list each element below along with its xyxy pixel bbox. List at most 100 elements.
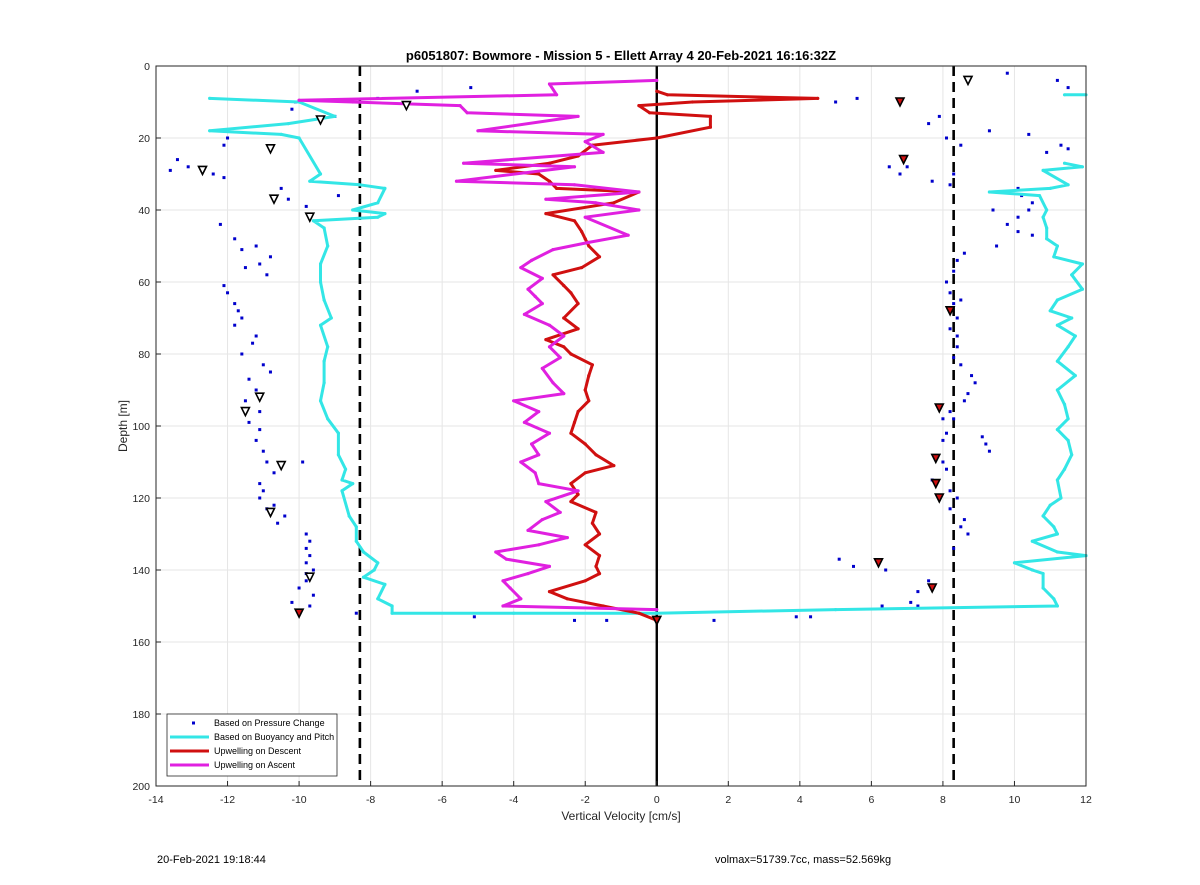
y-tick-label: 40 bbox=[138, 205, 150, 217]
pressure-point bbox=[952, 302, 956, 306]
series-line-point bbox=[637, 104, 641, 108]
pressure-point bbox=[948, 183, 952, 187]
pressure-point bbox=[247, 420, 251, 424]
pressure-point bbox=[286, 197, 290, 201]
pressure-point bbox=[354, 611, 358, 615]
x-tick-label: -2 bbox=[581, 794, 590, 806]
pressure-point bbox=[168, 168, 172, 172]
series-line-point bbox=[987, 190, 992, 194]
pressure-point bbox=[966, 532, 970, 536]
series-line-point bbox=[590, 521, 594, 525]
series-line-point bbox=[343, 467, 348, 471]
triangle-marker bbox=[962, 75, 974, 87]
pressure-point bbox=[880, 604, 884, 608]
legend-label-buoyancy: Based on Buoyancy and Pitch bbox=[214, 732, 334, 742]
series-line-point bbox=[376, 561, 380, 565]
triangle-marker bbox=[930, 453, 942, 465]
x-tick-label: 8 bbox=[940, 794, 946, 806]
pressure-point bbox=[1016, 230, 1020, 234]
chart-title: p6051807: Bowmore - Mission 5 - Ellett A… bbox=[406, 48, 836, 63]
pressure-point bbox=[948, 291, 952, 295]
pressure-point bbox=[605, 618, 609, 622]
series-line-point bbox=[576, 410, 580, 414]
pressure-point bbox=[297, 586, 301, 590]
series-line-point bbox=[547, 82, 552, 86]
series-line-point bbox=[383, 212, 387, 216]
series-line-point bbox=[572, 420, 577, 424]
series-line bbox=[208, 96, 1088, 615]
series-line-point bbox=[1055, 388, 1059, 392]
pressure-point bbox=[290, 600, 294, 604]
series-line-point bbox=[547, 323, 552, 327]
pressure-point bbox=[966, 392, 970, 396]
series-line-point bbox=[597, 255, 602, 259]
triangle-marker bbox=[315, 115, 326, 126]
series-line-point bbox=[322, 226, 326, 230]
series-line-point bbox=[612, 464, 616, 468]
series-line-point bbox=[1052, 525, 1056, 529]
series-line-point bbox=[580, 266, 584, 270]
triangle-marker bbox=[254, 392, 265, 403]
series-line-point bbox=[1070, 316, 1074, 320]
series-line-point bbox=[526, 287, 530, 291]
series-line-point bbox=[336, 431, 341, 435]
series-line-point bbox=[576, 492, 580, 496]
series-line-point bbox=[555, 186, 559, 190]
pressure-point bbox=[1005, 222, 1009, 226]
series-line-point bbox=[318, 399, 323, 403]
series-line-point bbox=[1045, 208, 1049, 212]
series-line-point bbox=[1055, 359, 1059, 363]
series-line-point bbox=[1055, 532, 1059, 536]
series-line-point bbox=[351, 482, 355, 486]
series-line-point bbox=[1080, 287, 1085, 291]
pressure-point bbox=[308, 539, 312, 543]
pressure-point bbox=[279, 186, 283, 190]
series-line-point bbox=[562, 392, 566, 396]
series-line-point bbox=[504, 557, 509, 561]
series-line-point bbox=[569, 500, 573, 504]
series-line-point bbox=[354, 539, 358, 543]
triangle-marker bbox=[926, 583, 938, 594]
pressure-point bbox=[1005, 71, 1009, 75]
series-line-point bbox=[522, 312, 527, 316]
series-line-point bbox=[587, 240, 591, 244]
pressure-point bbox=[987, 129, 991, 133]
series-line-point bbox=[361, 575, 366, 579]
pressure-point bbox=[955, 258, 959, 262]
pressure-point bbox=[301, 460, 305, 464]
y-tick-label: 0 bbox=[144, 61, 150, 73]
pressure-point bbox=[916, 604, 920, 608]
y-axis-label: Depth [m] bbox=[116, 400, 130, 452]
triangle-marker bbox=[265, 144, 276, 155]
pressure-point bbox=[962, 518, 966, 522]
series-line-point bbox=[1048, 309, 1052, 313]
series-line-point bbox=[1052, 597, 1056, 601]
y-tick-label: 20 bbox=[138, 133, 150, 145]
pressure-point bbox=[261, 363, 265, 367]
pressure-point bbox=[937, 114, 941, 118]
series-line-point bbox=[626, 233, 630, 237]
series-line-point bbox=[587, 374, 591, 378]
series-line-point bbox=[569, 482, 573, 486]
series-line-point bbox=[340, 478, 344, 482]
series-line-point bbox=[558, 356, 562, 360]
series-line-point bbox=[544, 338, 548, 342]
pressure-point bbox=[955, 334, 959, 338]
pressure-point bbox=[258, 410, 262, 414]
series-line-point bbox=[551, 248, 555, 252]
pressure-point bbox=[884, 568, 888, 572]
y-tick-label: 200 bbox=[132, 781, 150, 793]
pressure-point bbox=[991, 208, 995, 212]
pressure-point bbox=[973, 381, 977, 385]
series-line-point bbox=[533, 294, 537, 298]
series-line-point bbox=[361, 550, 366, 554]
pressure-point bbox=[336, 194, 340, 198]
series-line-point bbox=[1062, 467, 1067, 471]
pressure-point bbox=[243, 399, 247, 403]
pressure-point bbox=[945, 467, 948, 471]
series-line-point bbox=[208, 96, 212, 100]
y-tick-label: 80 bbox=[138, 349, 150, 361]
series-line-point bbox=[1045, 237, 1049, 241]
pressure-point bbox=[247, 377, 251, 381]
